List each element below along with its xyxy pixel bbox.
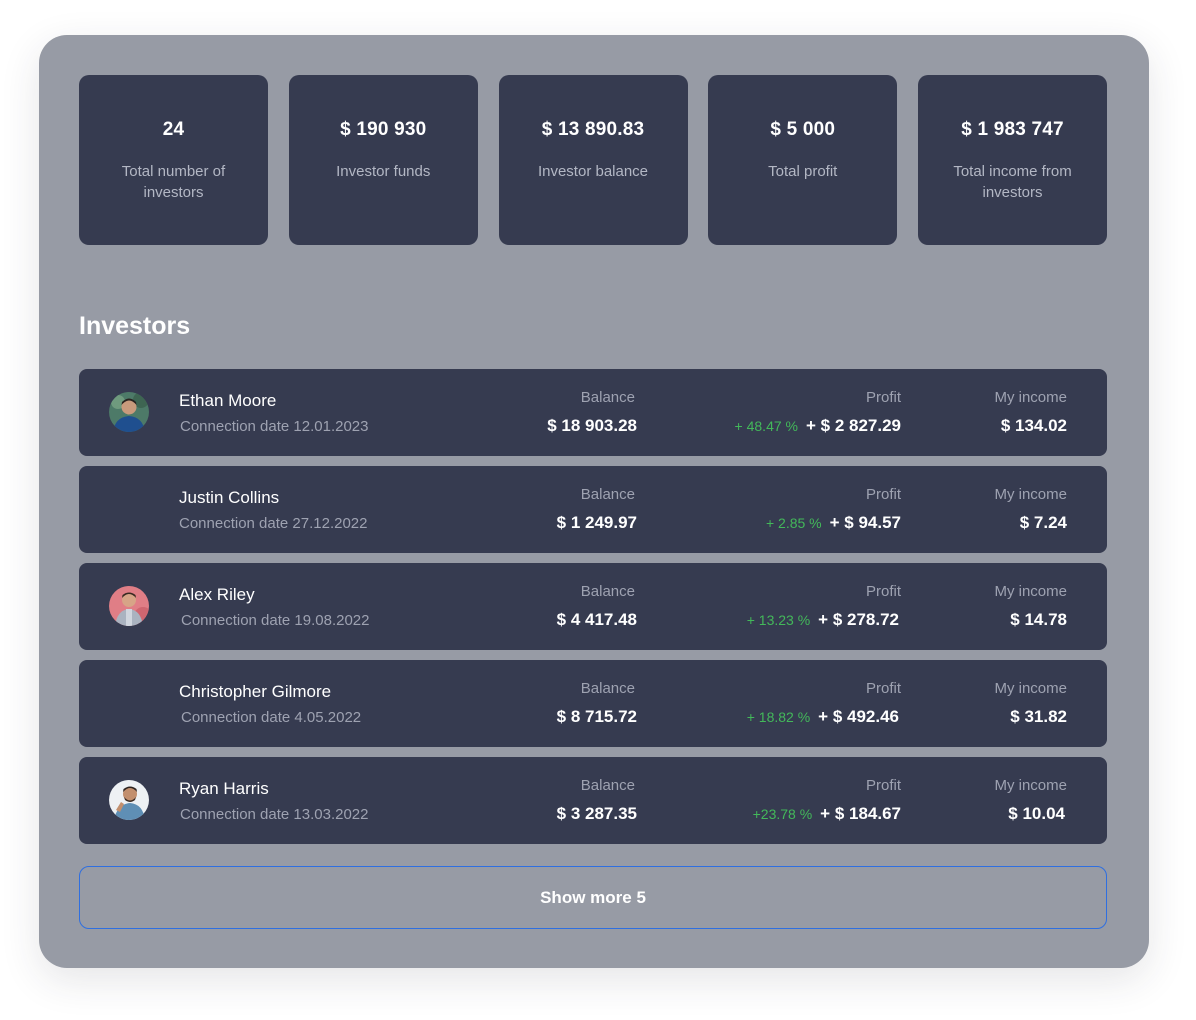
stat-value: 24	[162, 119, 185, 140]
investor-row[interactable]: Ethan Moore Connection date 12.01.2023 B…	[79, 369, 1107, 456]
connection-date: Connection date 19.08.2022	[181, 612, 370, 629]
avatar	[109, 392, 149, 432]
profit-percent: + 48.47 %	[734, 418, 798, 434]
investor-row[interactable]: Alex Riley Connection date 19.08.2022 Ba…	[79, 563, 1107, 650]
show-more-button[interactable]: Show more 5	[79, 866, 1107, 929]
stat-card-investor-funds: $ 190 930 Investor funds	[288, 75, 478, 245]
stat-card-total-investors: 24 Total number of investors	[79, 75, 268, 245]
profit-value: + $ 184.67	[820, 804, 901, 823]
income-label: My income	[994, 389, 1067, 406]
profit-value: + $ 278.72	[818, 610, 899, 629]
stat-value: $ 190 930	[340, 119, 427, 140]
balance-value: $ 18 903.28	[547, 416, 637, 435]
investor-name: Alex Riley	[179, 585, 255, 604]
profit-percent: + 18.82 %	[746, 709, 811, 725]
income-label: My income	[994, 583, 1067, 600]
profit-line: + 48.47 % + $ 2 827.29	[735, 416, 901, 437]
stat-card-total-income: $ 1 983 747 Total income from investors	[918, 75, 1107, 245]
profit-line: + 2.85 % + $ 94.57	[766, 513, 901, 534]
investor-row[interactable]: Justin Collins Connection date 27.12.202…	[79, 466, 1107, 553]
balance-label: Balance	[580, 777, 635, 794]
income-label: My income	[994, 777, 1067, 794]
balance-label: Balance	[580, 583, 635, 600]
stat-value: $ 13 890.83	[541, 119, 645, 140]
stat-label: Total profit	[768, 163, 838, 180]
stats-row: 24 Total number of investors $ 190 930 I…	[79, 75, 1107, 245]
profit-percent: + 2.85 %	[765, 515, 822, 531]
stat-label: Total income from investors	[953, 163, 1072, 201]
profit-value: + $ 94.57	[829, 513, 901, 532]
connection-date: Connection date 27.12.2022	[179, 515, 368, 532]
investor-row[interactable]: Christopher Gilmore Connection date 4.05…	[79, 660, 1107, 747]
avatar-photo-icon	[109, 392, 149, 432]
profit-line: + 18.82 % + $ 492.46	[747, 707, 899, 728]
connection-date: Connection date 12.01.2023	[180, 418, 369, 435]
stat-label: Total number of investors	[121, 163, 226, 201]
stat-card-total-profit: $ 5 000 Total profit	[708, 75, 898, 245]
connection-date: Connection date 13.03.2022	[180, 806, 369, 823]
investor-name: Ryan Harris	[179, 779, 269, 798]
balance-value: $ 4 417.48	[556, 610, 637, 629]
income-value: $ 10.04	[1008, 804, 1065, 823]
profit-value: + $ 2 827.29	[805, 416, 901, 435]
profit-percent: + 13.23 %	[746, 612, 811, 628]
profit-label: Profit	[865, 777, 901, 794]
income-value: $ 31.82	[1010, 707, 1067, 726]
balance-value: $ 3 287.35	[556, 804, 637, 823]
balance-value: $ 1 249.97	[556, 513, 637, 532]
profit-value: + $ 492.46	[818, 707, 899, 726]
investors-panel: 24 Total number of investors $ 190 930 I…	[39, 35, 1149, 968]
investor-name: Ethan Moore	[179, 391, 277, 410]
income-value: $ 7.24	[1019, 513, 1067, 532]
investor-name: Justin Collins	[179, 488, 280, 507]
investor-name: Christopher Gilmore	[179, 682, 332, 701]
stat-value: $ 1 983 747	[961, 119, 1064, 140]
stat-label: Investor funds	[336, 163, 431, 180]
avatar-photo-icon	[109, 780, 149, 820]
avatar	[109, 780, 149, 820]
balance-label: Balance	[580, 680, 635, 697]
profit-line: + 13.23 % + $ 278.72	[747, 610, 899, 631]
income-label: My income	[994, 680, 1067, 697]
section-title: Investors	[79, 312, 191, 340]
stat-value: $ 5 000	[770, 119, 836, 140]
investor-row[interactable]: Ryan Harris Connection date 13.03.2022 B…	[79, 757, 1107, 844]
avatar-photo-icon	[109, 586, 149, 626]
stat-card-investor-balance: $ 13 890.83 Investor balance	[498, 75, 688, 245]
avatar	[109, 586, 149, 626]
profit-line: +23.78 % + $ 184.67	[753, 804, 901, 825]
balance-value: $ 8 715.72	[556, 707, 637, 726]
profit-label: Profit	[865, 583, 901, 600]
income-value: $ 134.02	[1000, 416, 1067, 435]
profit-label: Profit	[865, 486, 901, 503]
balance-label: Balance	[580, 389, 635, 406]
connection-date: Connection date 4.05.2022	[181, 709, 362, 726]
investor-list: Ethan Moore Connection date 12.01.2023 B…	[79, 369, 1107, 854]
profit-percent: +23.78 %	[752, 806, 813, 822]
profit-label: Profit	[865, 389, 901, 406]
profit-label: Profit	[865, 680, 901, 697]
income-label: My income	[994, 486, 1067, 503]
stat-label: Investor balance	[537, 163, 649, 180]
income-value: $ 14.78	[1010, 610, 1067, 629]
balance-label: Balance	[580, 486, 635, 503]
